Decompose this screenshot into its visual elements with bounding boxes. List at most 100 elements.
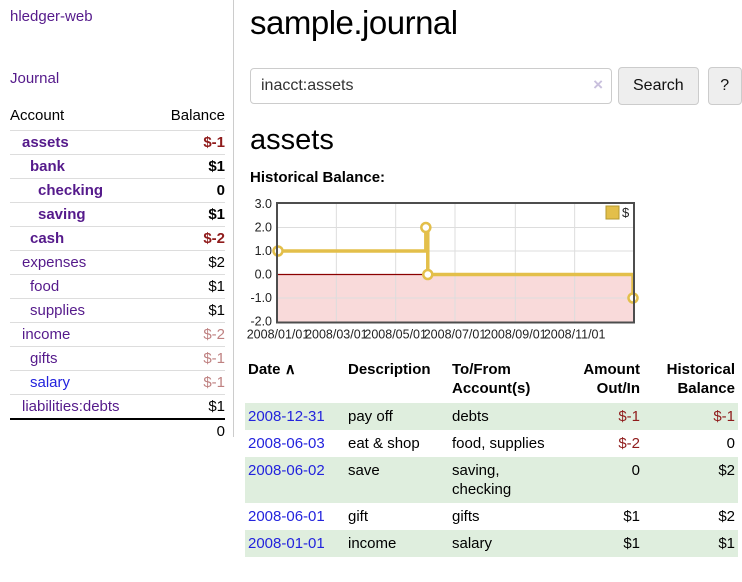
x-tick-label: 2008/05/01 [364,328,427,342]
clear-search-icon[interactable]: × [593,75,603,94]
transaction-balance: $2 [718,508,735,525]
sort-asc-icon: ∧ [284,361,296,378]
transaction-balance: $1 [718,535,735,552]
transaction-description: eat & shop [348,435,420,452]
register-row: 2008-06-01 gift gifts $1 $2 [245,503,738,530]
accounts-header-balance: Balance [170,107,225,124]
account-link[interactable]: gifts [30,350,58,367]
chart-container: 3.0 2.0 1.0 0.0 -1.0 -2.0 2008/01/01 2008/03/01… [247,192,742,344]
search-input-wrap: × [250,68,612,104]
accounts-total: 0 [10,418,225,443]
accounts-table-header: Account Balance [10,103,225,130]
y-tick-label: -1.0 [250,291,272,305]
register-header-row: Date ∧ Description To/From Account(s) Am… [245,358,738,403]
account-row: assets $-1 [10,130,225,154]
register-header-accounts: To/From Account(s) [452,361,531,397]
account-balance: $-2 [203,326,225,343]
transaction-date-link[interactable]: 2008-06-01 [248,508,325,525]
register-row: 2008-06-03 eat & shop food, supplies $-2 0 [245,430,738,457]
transaction-date-link[interactable]: 2008-06-03 [248,435,325,452]
accounts-header-account: Account [10,107,65,124]
account-link[interactable]: bank [30,158,66,175]
historical-balance-chart: 3.0 2.0 1.0 0.0 -1.0 -2.02008/01/012008/03/01… [247,197,639,342]
account-balance: $1 [208,158,225,175]
search-bar: × Search ? [250,67,742,105]
account-link[interactable]: supplies [30,302,86,319]
account-link[interactable]: salary [30,374,71,391]
data-point-marker [422,268,434,281]
transaction-description: save [348,462,380,479]
app-title-link[interactable]: hledger-web [10,8,93,25]
account-link[interactable]: liabilities:debts [22,398,120,415]
transaction-accounts: food, supplies [452,435,545,452]
chart-title: Historical Balance: [250,169,386,186]
transaction-description: pay off [348,408,393,425]
accounts-rows: assets $-1 bank $1 checking 0 saving $1 cash $-2 e… [10,130,225,418]
account-row: checking 0 [10,178,225,202]
account-link[interactable]: income [22,326,71,343]
date-header-label: Date [248,361,281,378]
account-row: expenses $2 [10,250,225,274]
transaction-balance: $2 [718,462,735,479]
search-button[interactable]: Search [618,67,699,105]
data-point-marker [420,221,432,234]
account-row: saving $1 [10,202,225,226]
transaction-date-link[interactable]: 2008-12-31 [248,408,325,425]
x-tick-label: 2008/01/01 [247,328,310,342]
sidebar-divider [233,0,234,437]
account-link[interactable]: checking [38,182,104,199]
x-tick-label: 2008/09/01 [484,328,547,342]
y-tick-label: 2.0 [255,221,272,235]
account-heading: assets [250,124,334,156]
account-row: supplies $1 [10,298,225,322]
y-tick-label: -2.0 [250,315,272,329]
account-link[interactable]: food [30,278,60,295]
transaction-amount: 0 [631,462,640,479]
register-header-date[interactable]: Date ∧ [245,358,345,403]
account-link[interactable]: assets [22,134,69,151]
account-balance: $1 [208,302,225,319]
y-tick-label: 1.0 [255,244,272,258]
account-row: liabilities:debts $1 [10,394,225,418]
transaction-accounts: salary [452,535,493,552]
search-input[interactable] [250,68,612,104]
register-body: 2008-12-31 pay off debts $-1 $-1 2008-06-03 ea… [245,403,738,557]
x-tick-label: 2008/07/01 [424,328,487,342]
account-balance: $1 [208,278,225,295]
transaction-accounts: gifts [452,508,480,525]
account-row: cash $-2 [10,226,225,250]
account-link[interactable]: saving [38,206,86,223]
account-balance: $-1 [203,350,225,367]
account-row: bank $1 [10,154,225,178]
sidebar-item-journal[interactable]: Journal [10,70,60,87]
transaction-accounts: saving, checking [452,462,512,498]
transaction-date-link[interactable]: 2008-06-02 [248,462,325,479]
plot-border [276,202,635,324]
account-balance: $-1 [203,374,225,391]
register-table: Date ∧ Description To/From Account(s) Am… [245,358,738,557]
account-row: food $1 [10,274,225,298]
register-header-amount: Amount Out/In [583,361,640,397]
account-balance: $2 [208,254,225,271]
account-row: gifts $-1 [10,346,225,370]
legend-swatch [605,205,620,220]
accounts-table: Account Balance assets $-1 bank $1 checking 0… [10,103,225,443]
register-header-description: Description [348,361,431,378]
transaction-description: income [348,535,397,552]
y-tick-label: 3.0 [255,197,272,211]
transaction-accounts: debts [452,408,489,425]
page-title: sample.journal [250,4,458,41]
account-balance: $1 [208,206,225,223]
transaction-amount: $-2 [618,435,640,452]
y-tick-label: 0.0 [255,268,272,282]
account-balance: $-1 [203,134,225,151]
register-row: 2008-01-01 income salary $1 $1 [245,530,738,557]
account-row: salary $-1 [10,370,225,394]
transaction-amount: $1 [623,508,640,525]
transaction-date-link[interactable]: 2008-01-01 [248,535,325,552]
transaction-amount: $1 [623,535,640,552]
help-button[interactable]: ? [707,67,742,105]
account-link[interactable]: cash [30,230,65,247]
account-link[interactable]: expenses [22,254,87,271]
account-balance: $1 [208,398,225,415]
